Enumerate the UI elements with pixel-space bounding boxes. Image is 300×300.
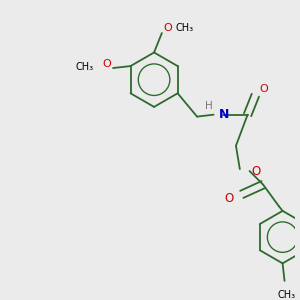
Text: O: O bbox=[102, 59, 111, 69]
Text: CH₃: CH₃ bbox=[278, 290, 296, 300]
Text: O: O bbox=[164, 23, 172, 33]
Text: O: O bbox=[251, 164, 261, 178]
Text: H: H bbox=[205, 101, 213, 111]
Text: CH₃: CH₃ bbox=[176, 23, 194, 33]
Text: O: O bbox=[225, 192, 234, 205]
Text: N: N bbox=[218, 108, 229, 121]
Text: CH₃: CH₃ bbox=[76, 62, 94, 72]
Text: O: O bbox=[259, 84, 268, 94]
